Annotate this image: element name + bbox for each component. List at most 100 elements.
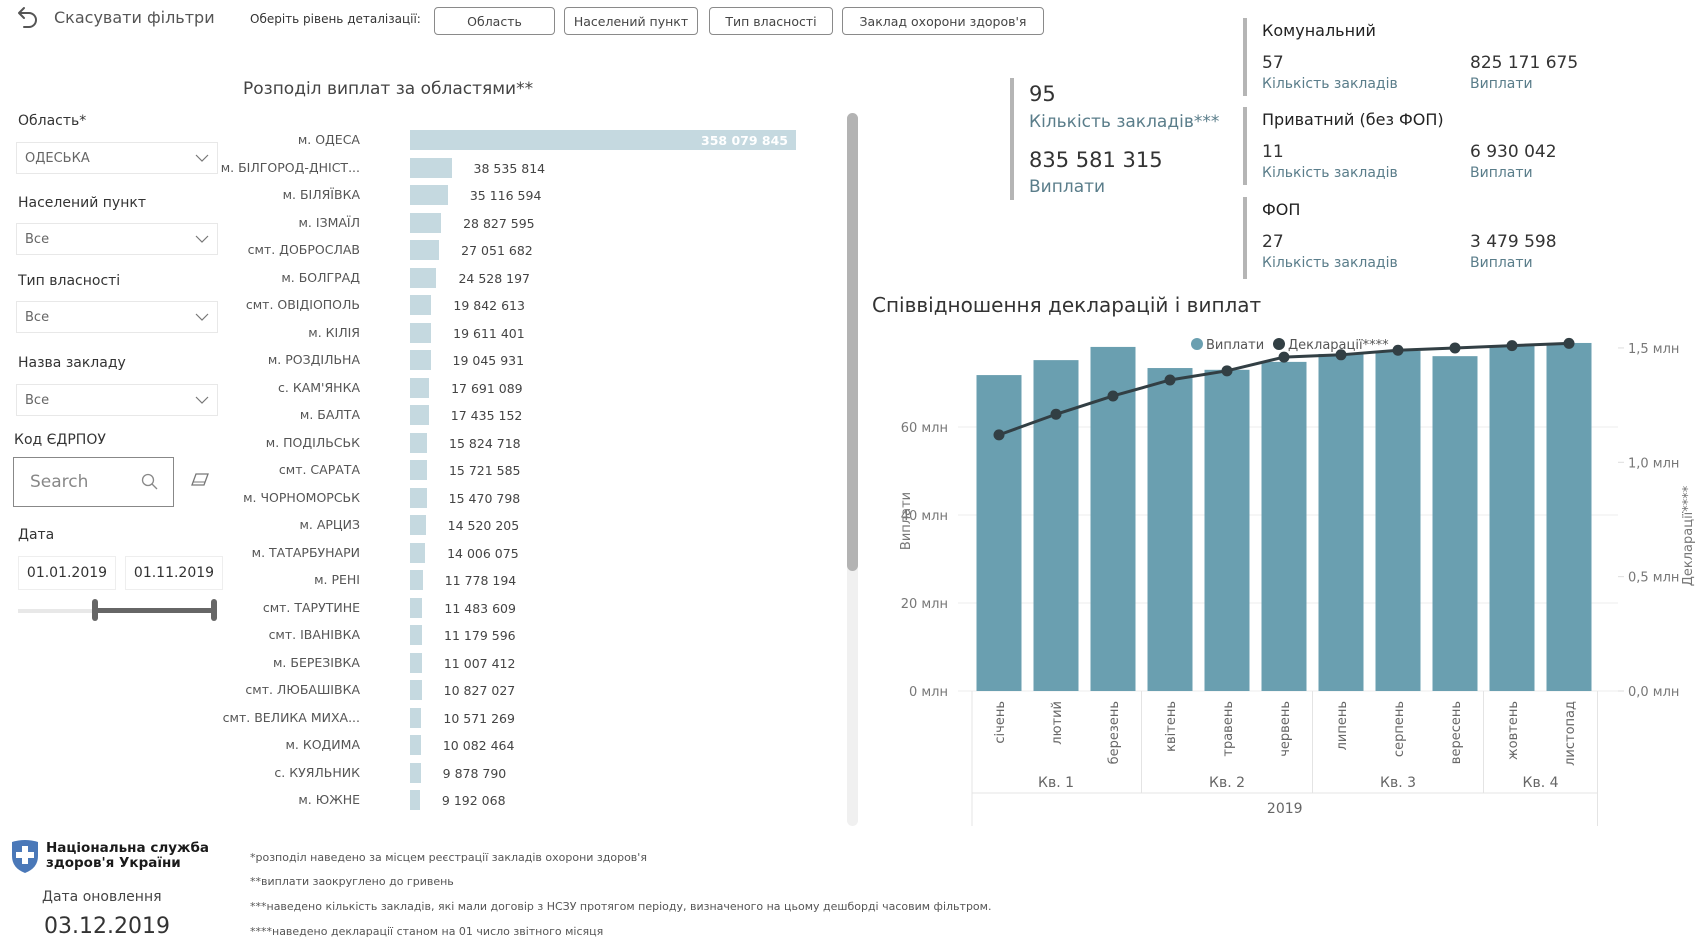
settlement-dropdown[interactable]: Все [16,223,218,255]
region-bar[interactable] [410,790,420,810]
region-bar-row[interactable]: м. ПОДІЛЬСЬК 15 824 718 [0,432,800,453]
region-bar[interactable] [410,762,421,783]
x-month-label[interactable]: січень [993,701,1008,744]
facility-dropdown[interactable]: Все [16,384,218,416]
declarations-point[interactable] [1449,342,1461,354]
payments-bar[interactable] [1375,350,1421,691]
date-slider-start-handle[interactable] [92,599,98,621]
x-month-label[interactable]: липень [1335,701,1350,750]
region-bar-row[interactable]: м. РОЗДІЛЬНА 19 045 931 [0,350,800,370]
declarations-point[interactable] [1221,365,1233,377]
region-bar-row[interactable]: смт. ІВАНІВКА 11 179 596 [0,625,800,645]
payments-bar[interactable] [1318,353,1364,691]
x-month-label[interactable]: серпень [1392,701,1407,757]
bar-chart-scrollbar-thumb[interactable] [847,113,858,571]
region-bar-row[interactable]: смт. ТАРУТИНЕ 11 483 609 [0,597,800,618]
x-quarter-label[interactable]: Кв. 2 [1209,775,1245,791]
region-bar[interactable] [410,625,423,645]
region-bar-row[interactable]: м. БОЛГРАД 24 528 197 [0,267,800,288]
x-year-label[interactable]: 2019 [1267,801,1303,817]
region-bar[interactable] [410,652,422,673]
payments-bar[interactable] [1147,368,1193,691]
edrpou-search-input[interactable] [28,471,132,493]
eraser-icon[interactable] [190,472,210,488]
region-bar-row[interactable]: м. ЧОРНОМОРСЬК 15 470 798 [0,487,800,508]
declarations-point[interactable] [1164,374,1176,386]
region-bar-row[interactable]: м. ІЗМАЇЛ 28 827 595 [0,212,800,233]
ownership-dropdown[interactable]: Все [16,301,218,333]
region-dropdown[interactable]: ОДЕСЬКА [16,142,218,174]
region-bar[interactable] [410,487,427,508]
region-bar[interactable] [410,295,432,315]
declarations-point[interactable] [1506,340,1518,352]
region-bar-row[interactable]: м. БІЛГОРОД-ДНІСТ... 38 535 814 [0,157,800,178]
payments-bar[interactable] [1261,361,1307,691]
region-bar[interactable] [410,185,448,205]
payments-bar[interactable] [1546,342,1592,691]
x-month-label[interactable]: жовтень [1506,701,1521,760]
region-bar[interactable] [410,350,431,370]
region-bar[interactable] [410,405,429,425]
region-bar-row[interactable]: м. ТАТАРБУНАРИ 14 006 075 [0,542,800,563]
region-bar[interactable] [410,377,430,398]
date-from-input[interactable]: 01.01.2019 [18,556,116,590]
declarations-point[interactable] [1392,344,1404,356]
region-bar[interactable] [410,460,427,480]
region-bar[interactable] [410,570,423,590]
region-bar[interactable] [410,515,426,535]
region-bar-row[interactable]: м. БЕРЕЗІВКА 11 007 412 [0,652,800,673]
declarations-point[interactable] [1107,390,1119,402]
payments-bar[interactable] [1432,356,1478,691]
region-bar[interactable] [410,707,422,728]
region-bar-row[interactable]: смт. ВЕЛИКА МИХА... 10 571 269 [0,707,800,728]
declarations-point[interactable] [1278,351,1290,363]
reset-filters-button[interactable]: Скасувати фільтри [14,4,215,30]
x-month-label[interactable]: червень [1278,701,1293,757]
region-bar[interactable] [410,735,421,755]
x-month-label[interactable]: березень [1107,701,1122,764]
level-button-facility[interactable]: Заклад охорони здоров'я [842,7,1044,35]
region-bar-row[interactable]: м. КОДИМА 10 082 464 [0,735,800,755]
region-bar[interactable] [410,212,442,233]
payments-bar[interactable] [1090,346,1136,691]
date-to-input[interactable]: 01.11.2019 [125,556,223,590]
region-bar-row[interactable]: смт. ДОБРОСЛАВ 27 051 682 [0,240,800,260]
region-bar-row[interactable]: м. БІЛЯЇВКА 35 116 594 [0,185,800,205]
x-quarter-label[interactable]: Кв. 1 [1038,775,1074,791]
declarations-point[interactable] [993,429,1005,441]
x-quarter-label[interactable]: Кв. 3 [1380,775,1416,791]
payments-bar[interactable] [976,375,1022,691]
x-quarter-label[interactable]: Кв. 4 [1523,775,1559,791]
date-slider-end-handle[interactable] [211,599,217,621]
region-bar-row[interactable]: м. АРЦИЗ 14 520 205 [0,515,800,535]
region-bar-row[interactable]: м. РЕНІ 11 778 194 [0,570,800,590]
region-bar-row[interactable]: смт. ОВІДІОПОЛЬ 19 842 613 [0,295,800,315]
region-bar-row[interactable]: м. БАЛТА 17 435 152 [0,405,800,425]
x-month-label[interactable]: квітень [1164,701,1179,752]
payments-bar[interactable] [1204,369,1250,691]
region-bar-row[interactable]: м. КІЛІЯ 19 611 401 [0,322,800,343]
region-bar-row[interactable]: с. КУЯЛЬНИК 9 878 790 [0,762,800,783]
region-bar[interactable] [410,157,452,178]
x-month-label[interactable]: лютий [1050,701,1065,745]
region-bar-row[interactable]: с. КАМ'ЯНКА 17 691 089 [0,377,800,398]
x-month-label[interactable]: вересень [1449,701,1464,764]
search-icon[interactable] [141,473,159,491]
level-button-region[interactable]: Область [434,7,555,35]
x-month-label[interactable]: листопад [1563,701,1578,766]
region-bar[interactable] [410,597,423,618]
region-bar[interactable] [410,240,440,260]
region-bar[interactable] [410,432,428,453]
region-bar[interactable] [410,680,422,700]
region-bar[interactable] [410,267,437,288]
declarations-point[interactable] [1563,337,1575,349]
region-bar[interactable] [410,542,426,563]
region-bar-row[interactable]: м. ЮЖНЕ 9 192 068 [0,790,800,810]
region-bar-row[interactable]: смт. САРАТА 15 721 585 [0,460,800,480]
level-button-ownership[interactable]: Тип власності [709,7,833,35]
region-bar[interactable] [410,130,796,150]
region-bar-row[interactable]: смт. ЛЮБАШІВКА 10 827 027 [0,680,800,700]
x-month-label[interactable]: травень [1221,701,1236,757]
level-button-settlement[interactable]: Населений пункт [564,7,698,35]
declarations-point[interactable] [1050,408,1062,420]
